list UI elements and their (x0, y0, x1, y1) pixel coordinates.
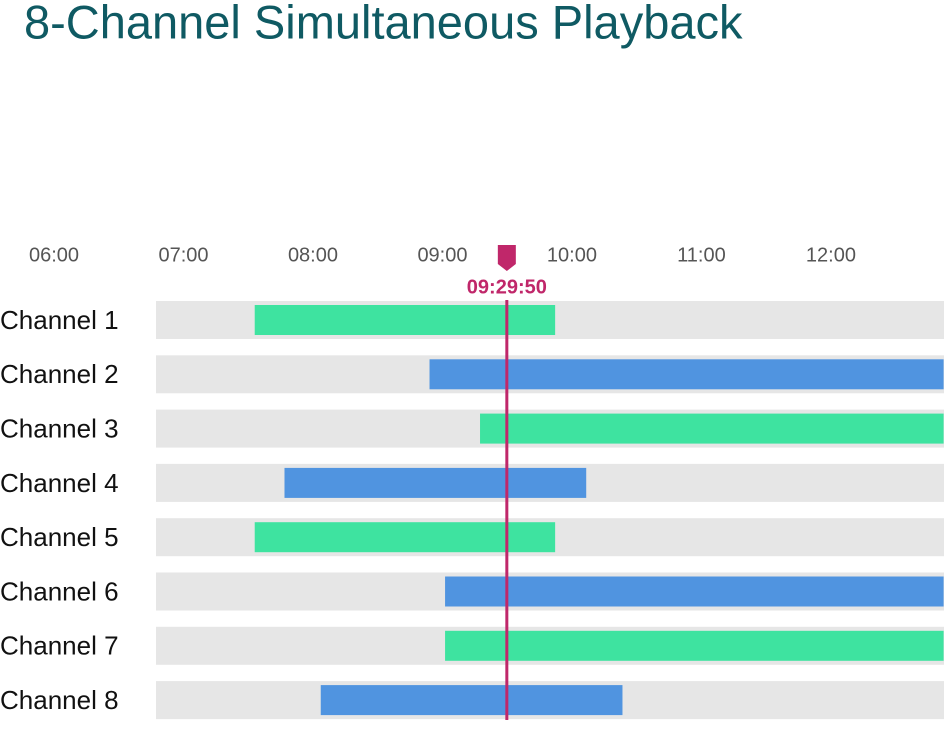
x-tick-label: 11:00 (677, 244, 726, 266)
row-label: Channel 8 (0, 685, 119, 715)
x-tick-label: 12:00 (806, 244, 856, 266)
x-tick-label: 06:00 (29, 244, 79, 266)
row-label: Channel 5 (0, 522, 119, 552)
row-label: Channel 6 (0, 576, 119, 606)
segment (480, 413, 944, 444)
cursor-handle (497, 245, 516, 271)
segment (284, 467, 587, 498)
chart-title: 8-Channel Simultaneous Playback (24, 0, 743, 48)
row-label: Channel 7 (0, 631, 119, 661)
segment (254, 305, 556, 335)
row-label: Channel 3 (0, 413, 119, 443)
row-label: Channel 4 (0, 468, 119, 498)
segment (429, 359, 944, 390)
x-tick-label: 10:00 (547, 244, 597, 266)
row-label: Channel 1 (0, 305, 119, 335)
x-tick-label: 09:00 (417, 244, 467, 266)
cursor-label: 09:29:50 (467, 276, 547, 298)
segment (254, 522, 556, 553)
x-tick-label: 07:00 (158, 244, 208, 266)
segment (320, 685, 623, 716)
segment (445, 630, 944, 661)
segment (445, 576, 944, 607)
x-tick-label: 08:00 (288, 244, 338, 266)
row-label: Channel 2 (0, 359, 119, 389)
